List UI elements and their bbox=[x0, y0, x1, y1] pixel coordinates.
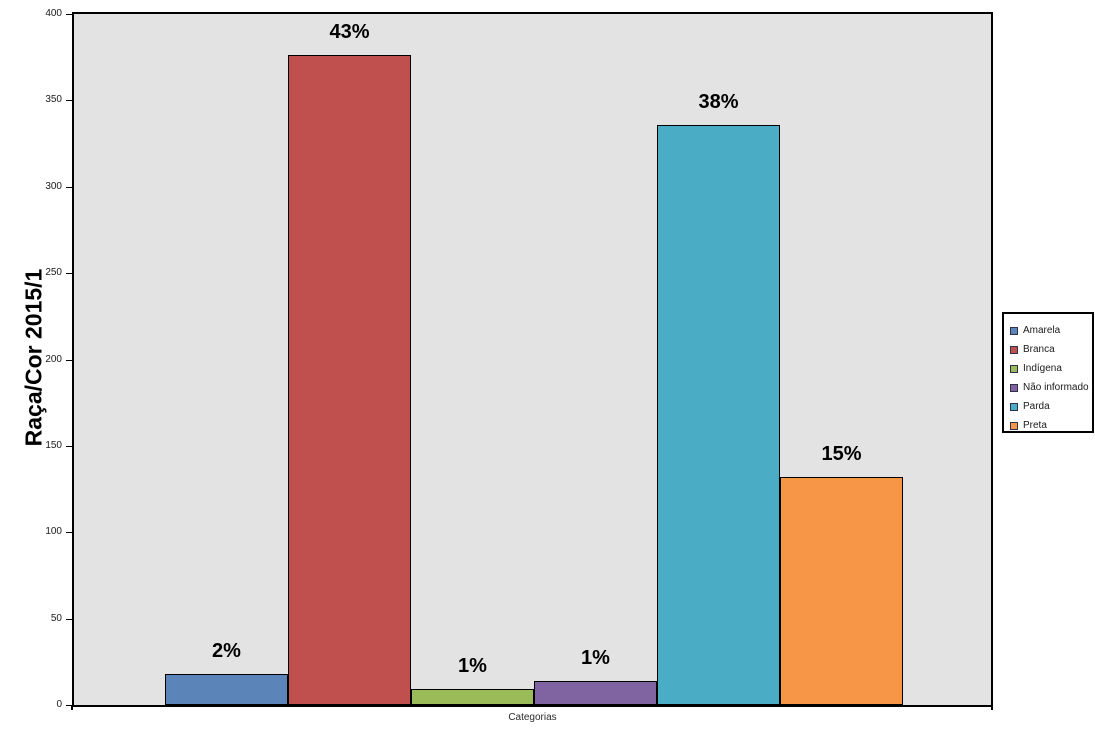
legend-swatch-icon bbox=[1010, 326, 1018, 335]
legend: Amarela Branca Indígena Não informado Parda P… bbox=[1002, 312, 1094, 433]
y-tick-mark bbox=[66, 619, 72, 620]
legend-item-parda: Parda bbox=[1010, 397, 1090, 416]
bar-parda bbox=[657, 125, 780, 705]
legend-swatch-icon bbox=[1010, 421, 1018, 430]
y-tick-label: 100 bbox=[45, 526, 62, 537]
legend-item-preta: Preta bbox=[1010, 416, 1090, 435]
y-tick-label: 300 bbox=[45, 181, 62, 192]
legend-label: Indígena bbox=[1023, 363, 1062, 374]
bar-amarela bbox=[165, 674, 288, 705]
y-tick-label: 250 bbox=[45, 267, 62, 278]
legend-swatch-icon bbox=[1010, 364, 1018, 373]
legend-swatch-icon bbox=[1010, 383, 1018, 392]
y-tick-mark bbox=[66, 705, 72, 706]
y-tick-mark bbox=[66, 532, 72, 533]
bar-value-label-parda: 38% bbox=[698, 91, 739, 113]
y-tick-mark bbox=[66, 100, 72, 101]
bar-value-label-indigena: 1% bbox=[458, 655, 487, 677]
y-tick-mark bbox=[66, 14, 72, 15]
legend-label: Não informado bbox=[1023, 382, 1089, 393]
bar-value-label-nao-informado: 1% bbox=[581, 647, 610, 669]
plot-area: 2% 43% 1% 1% 38% 15% bbox=[72, 12, 993, 707]
y-tick-label: 150 bbox=[45, 440, 62, 451]
x-axis-title: Categorias bbox=[508, 712, 557, 723]
bar-branca bbox=[288, 55, 411, 705]
y-tick-mark bbox=[66, 360, 72, 361]
legend-label: Preta bbox=[1023, 420, 1047, 431]
y-tick-label: 200 bbox=[45, 354, 62, 365]
legend-label: Amarela bbox=[1023, 325, 1061, 336]
bar-nao-informado bbox=[534, 681, 657, 705]
y-tick-label: 0 bbox=[56, 699, 62, 710]
y-tick-mark bbox=[66, 273, 72, 274]
bar-indigena bbox=[411, 689, 534, 705]
legend-swatch-icon bbox=[1010, 402, 1018, 411]
y-tick-label: 50 bbox=[50, 613, 62, 624]
y-tick-mark bbox=[66, 446, 72, 447]
legend-label: Parda bbox=[1023, 401, 1050, 412]
bar-value-label-branca: 43% bbox=[329, 21, 370, 43]
legend-item-nao-informado: Não informado bbox=[1010, 378, 1090, 397]
x-axis-tick-left bbox=[71, 705, 73, 710]
legend-item-branca: Branca bbox=[1010, 340, 1090, 359]
y-tick-label: 350 bbox=[45, 94, 62, 105]
y-tick-mark bbox=[66, 187, 72, 188]
x-axis-tick-right bbox=[991, 705, 993, 710]
y-tick-label: 400 bbox=[45, 8, 62, 19]
legend-item-indigena: Indígena bbox=[1010, 359, 1090, 378]
bar-preta bbox=[780, 477, 903, 705]
legend-item-amarela: Amarela bbox=[1010, 321, 1090, 340]
bar-value-label-preta: 15% bbox=[821, 443, 862, 465]
legend-swatch-icon bbox=[1010, 345, 1018, 354]
bar-value-label-amarela: 2% bbox=[212, 640, 241, 662]
legend-label: Branca bbox=[1023, 344, 1055, 355]
